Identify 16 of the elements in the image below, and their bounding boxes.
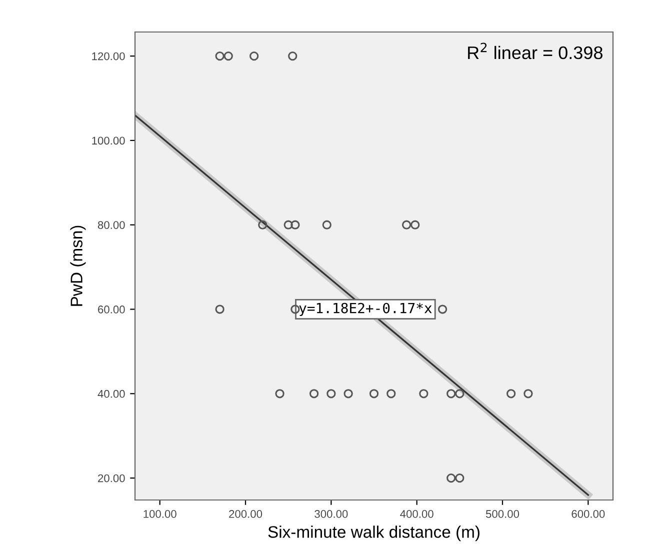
x-tick-label: 500.00: [486, 510, 520, 518]
annotation: y=1.18E2+-0.17*x: [299, 302, 432, 316]
annotation: R$^{2}$ linear = 0.398: [468, 42, 602, 60]
y-tick-label: 60.00: [98, 306, 125, 314]
x-tick-label: 200.00: [229, 510, 262, 518]
x-tick-label: 100.00: [144, 510, 176, 518]
x-tick-label: 400.00: [400, 510, 434, 518]
x-tick-label: 300.00: [314, 510, 348, 518]
y-tick-label: 120.00: [92, 52, 125, 60]
x-tick-label: 600.00: [572, 510, 605, 518]
y-tick-label: 100.00: [92, 136, 125, 145]
y-tick-label: 20.00: [98, 474, 125, 482]
y-tick-label: 40.00: [98, 390, 125, 398]
y-tick-label: 80.00: [98, 221, 125, 229]
y-axis-title: PwD (msn): [70, 226, 86, 306]
x-axis-title: Six-minute walk distance (m): [268, 526, 480, 542]
